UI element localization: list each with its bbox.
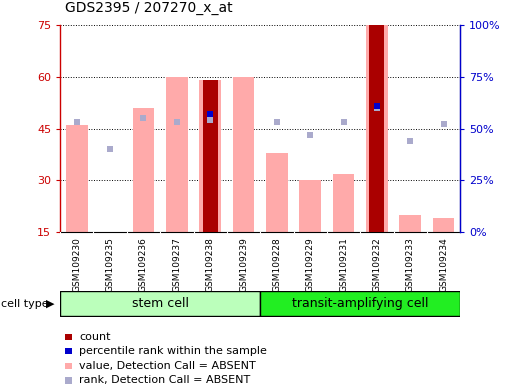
Text: GSM109238: GSM109238 [206,237,214,292]
Text: percentile rank within the sample: percentile rank within the sample [79,346,267,356]
Text: rank, Detection Call = ABSENT: rank, Detection Call = ABSENT [79,376,251,384]
Text: GSM109230: GSM109230 [72,237,81,292]
Bar [203,80,218,232]
Bar [299,180,321,232]
Bar [199,80,221,232]
Text: GSM109229: GSM109229 [306,237,315,292]
Text: GSM109233: GSM109233 [406,237,415,292]
Text: GSM109232: GSM109232 [372,237,381,292]
Bar [266,153,288,232]
Text: GSM109237: GSM109237 [173,237,181,292]
Text: ▶: ▶ [46,299,54,309]
Bar [66,125,88,232]
Text: GSM109228: GSM109228 [272,237,281,292]
FancyBboxPatch shape [60,291,260,316]
Text: GSM109236: GSM109236 [139,237,148,292]
Text: stem cell: stem cell [132,297,189,310]
Bar [233,77,254,232]
Text: transit-amplifying cell: transit-amplifying cell [292,297,428,310]
Bar [400,215,421,232]
Bar [133,108,154,232]
Text: cell type: cell type [1,299,48,309]
Text: GSM109234: GSM109234 [439,237,448,292]
FancyBboxPatch shape [260,291,460,316]
Text: GSM109235: GSM109235 [106,237,115,292]
Text: value, Detection Call = ABSENT: value, Detection Call = ABSENT [79,361,256,371]
Bar [433,218,454,232]
Text: GDS2395 / 207270_x_at: GDS2395 / 207270_x_at [65,2,233,15]
Bar [366,25,388,232]
Bar [369,25,384,232]
Text: GSM109239: GSM109239 [239,237,248,292]
Text: count: count [79,332,111,342]
Bar [166,77,188,232]
Text: GSM109231: GSM109231 [339,237,348,292]
Bar [333,174,355,232]
